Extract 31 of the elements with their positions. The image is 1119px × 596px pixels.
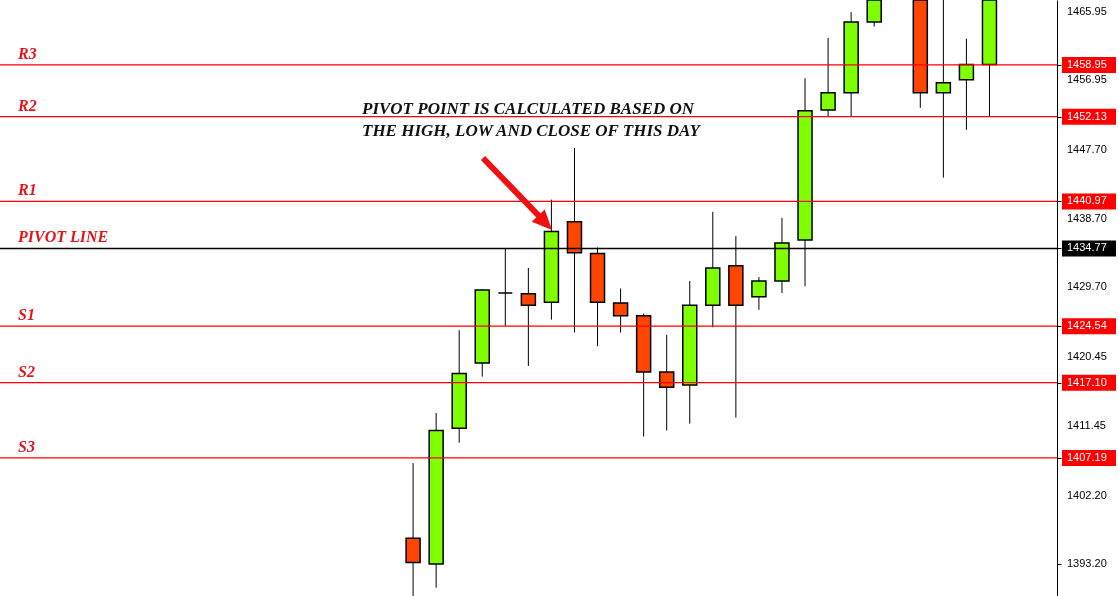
candlestick <box>935 0 952 179</box>
candlestick <box>658 334 675 431</box>
y-tick-label: 1393.20 <box>1067 557 1107 570</box>
y-tick-label: 1458.95 <box>1067 57 1107 70</box>
candlestick <box>820 37 836 118</box>
candlestick <box>751 276 767 311</box>
y-tick-label: 1429.70 <box>1067 279 1107 292</box>
y-tick-label: 1456.95 <box>1067 73 1107 86</box>
ref-line-label: R1 <box>17 181 37 199</box>
y-tick-label: 1420.45 <box>1067 350 1107 363</box>
y-tick-label: 1438.70 <box>1067 211 1107 224</box>
ref-line-label: R3 <box>17 44 37 62</box>
candlestick <box>520 267 537 367</box>
y-tick-label: 1417.10 <box>1067 375 1107 388</box>
y-tick-label: 1465.95 <box>1067 4 1107 17</box>
annotation: PIVOT POINT IS CALCULATED BASED ON THE HIGH, LOW AND CLOSE OF THIS DAY <box>361 99 702 140</box>
y-tick-label: 1402.20 <box>1067 488 1107 501</box>
ref-line-label: PIVOT LINE <box>17 228 109 246</box>
ref-line-label: S2 <box>18 362 35 380</box>
y-tick-label: 1440.97 <box>1067 194 1107 207</box>
ref-line-label: S3 <box>18 437 35 455</box>
ref-line-label: S1 <box>18 306 35 324</box>
y-tick-label: 1452.13 <box>1067 109 1107 122</box>
candlestick <box>612 288 629 334</box>
y-tick-label: 1424.54 <box>1067 319 1107 332</box>
y-tick-label: 1434.77 <box>1067 241 1107 254</box>
y-tick-label: 1447.70 <box>1067 143 1107 156</box>
candlestick <box>866 0 882 28</box>
y-tick-label: 1407.19 <box>1067 450 1107 463</box>
ref-line-label: R2 <box>17 96 37 114</box>
y-tick-label: 1411.45 <box>1067 418 1106 431</box>
